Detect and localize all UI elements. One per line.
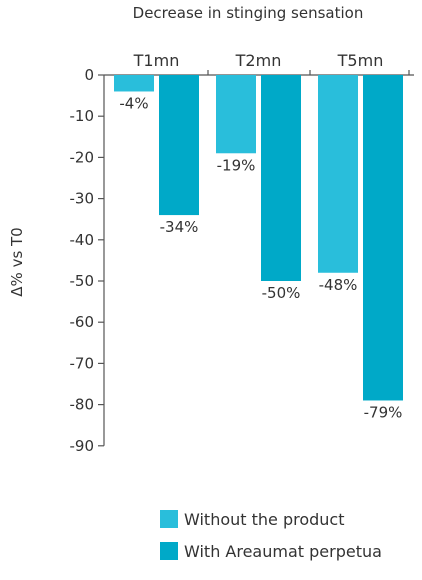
- data-label: -4%: [119, 94, 148, 112]
- bars: -4% -34% -19% -50% -48% -79%: [114, 75, 403, 421]
- legend-label: Without the product: [184, 510, 345, 529]
- y-tick-label: -20: [70, 148, 95, 166]
- y-tick-label: -80: [70, 396, 95, 414]
- y-tick-label: -50: [70, 272, 95, 290]
- y-tick-label: -10: [70, 107, 95, 125]
- x-category-label: T1mn: [133, 51, 180, 70]
- bar: [159, 75, 199, 216]
- y-tick-label: -90: [70, 437, 95, 455]
- data-label: -50%: [262, 284, 301, 302]
- data-label: -34%: [160, 218, 199, 236]
- y-tick-label: -60: [70, 313, 95, 331]
- legend: Without the product With Areaumat perpetu…: [160, 510, 382, 561]
- y-tick-label: 0: [84, 66, 94, 84]
- legend-swatch: [160, 542, 178, 560]
- bar: [261, 75, 301, 281]
- x-category-label: T2mn: [235, 51, 282, 70]
- chart-title: Decrease in stinging sensation: [133, 4, 364, 22]
- y-tick-label: -70: [70, 354, 95, 372]
- y-axis-label: Δ% vs T0: [8, 227, 26, 296]
- data-label: -79%: [364, 403, 403, 421]
- legend-swatch: [160, 510, 178, 528]
- y-tick-label: -30: [70, 190, 95, 208]
- bar: [114, 75, 154, 92]
- legend-label: With Areaumat perpetua: [184, 542, 382, 561]
- data-label: -19%: [217, 156, 256, 174]
- bar: [363, 75, 403, 401]
- bar: [318, 75, 358, 273]
- axes: 0 -10 -20 -30 -40 -50 -60 -70 -80 -90 T1mn T2mn T5mn: [70, 51, 414, 455]
- data-label: -48%: [319, 276, 358, 294]
- bar: [216, 75, 256, 154]
- y-tick-label: -40: [70, 231, 95, 249]
- x-category-label: T5mn: [337, 51, 384, 70]
